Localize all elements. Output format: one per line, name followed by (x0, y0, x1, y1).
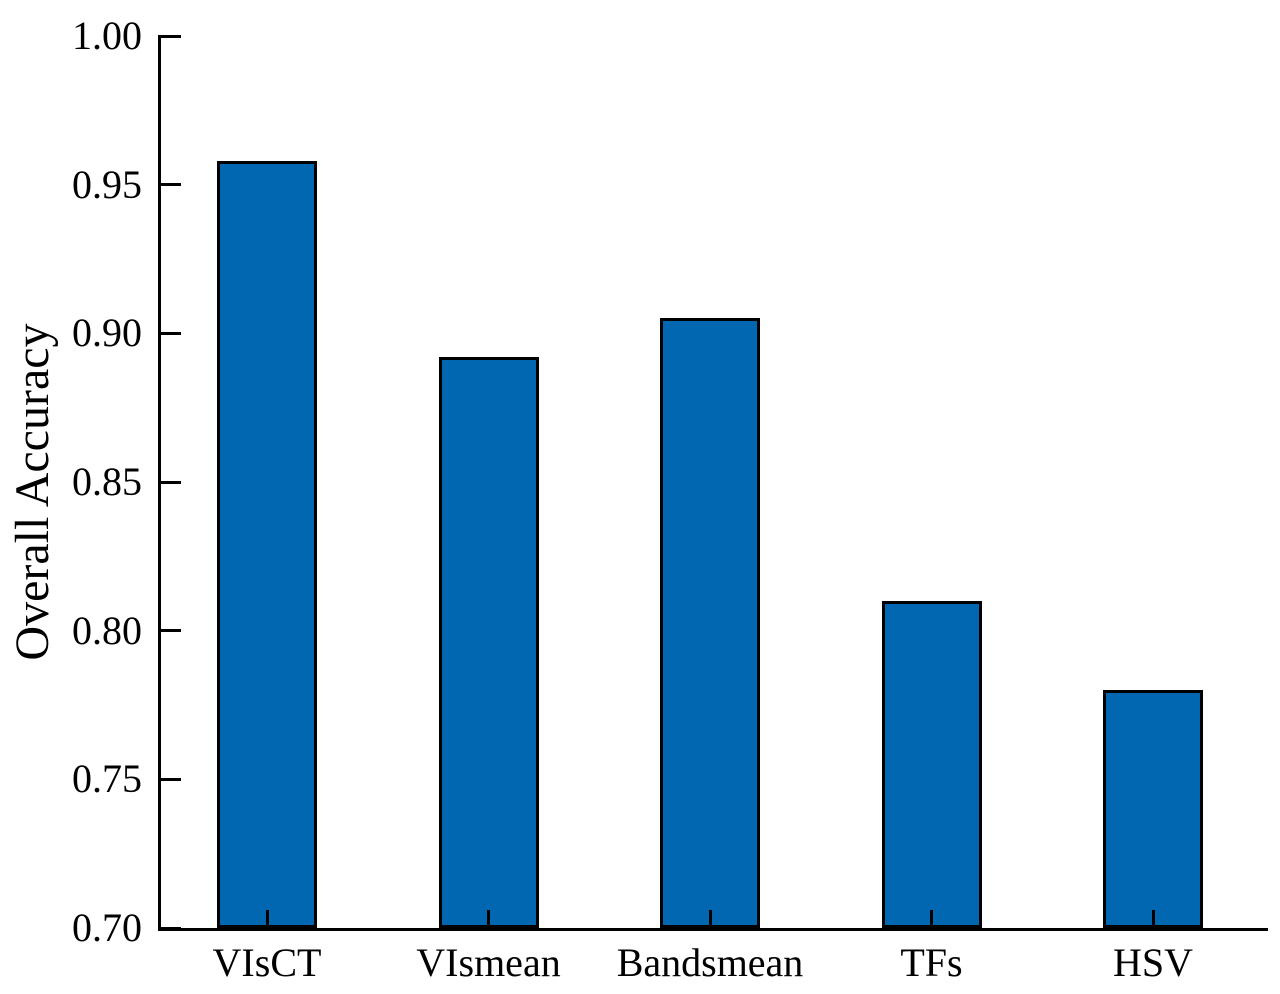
y-tick-mark (161, 34, 181, 38)
x-tick-label-bandsmean: Bandsmean (616, 940, 804, 985)
bar-visct (217, 160, 317, 928)
y-tick-label: 0.95 (72, 161, 142, 207)
x-tick-label-hsv: HSV (1112, 940, 1194, 985)
bar-hsv (1103, 690, 1203, 928)
bar-vismean (438, 357, 539, 928)
y-tick-mark (161, 629, 181, 633)
y-tick-mark (161, 480, 181, 484)
y-tick-mark (161, 926, 181, 930)
y-axis-line (158, 35, 161, 931)
y-tick-label: 0.70 (72, 905, 142, 950)
x-axis-line (158, 928, 1268, 931)
x-tick-label-vismean: VIsmean (416, 940, 561, 985)
x-tick-mark (265, 910, 269, 928)
x-tick-label-tfs: TFs (900, 940, 963, 985)
x-tick-mark (1151, 910, 1155, 928)
bar-tfs (881, 600, 982, 928)
bar-bandsmean (660, 318, 760, 928)
y-tick-label: 0.85 (72, 459, 142, 504)
y-tick-label: 0.75 (72, 756, 142, 802)
x-tick-mark (930, 910, 933, 928)
y-tick-label: 0.80 (72, 607, 142, 653)
x-tick-label-visct: VIsCT (212, 940, 322, 985)
y-tick-label: 0.90 (72, 310, 142, 356)
y-tick-label: 1.00 (72, 13, 142, 58)
x-tick-mark (487, 910, 490, 928)
x-tick-mark (708, 910, 712, 928)
y-tick-mark (161, 183, 181, 187)
y-tick-mark (161, 331, 181, 335)
y-tick-mark (161, 777, 181, 781)
